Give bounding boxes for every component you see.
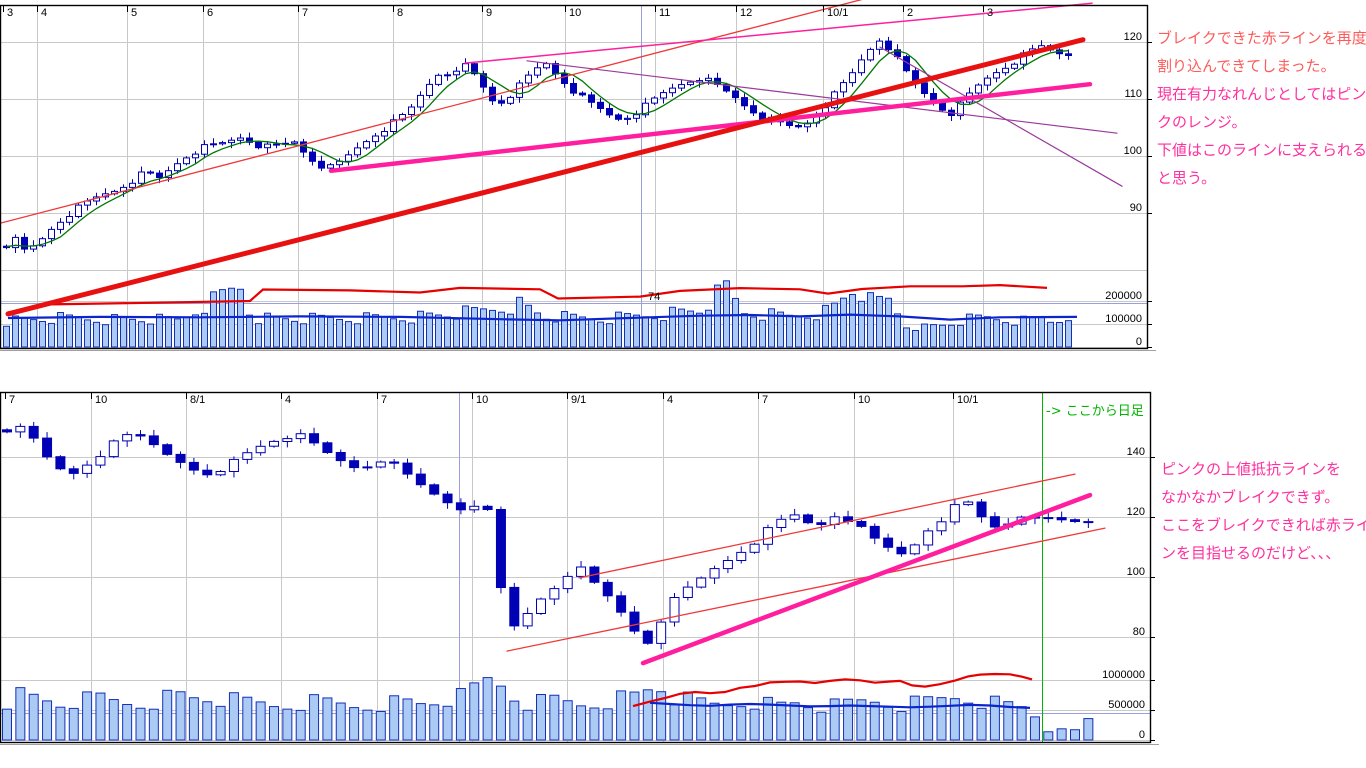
x-tick-label: 12 — [740, 7, 752, 19]
annotation-line: ンを目指せるのだけど、、、 — [1161, 544, 1341, 562]
volume-ma-lines — [632, 672, 1033, 709]
grid-layer — [0, 5, 1147, 348]
price-tick-label: 110 — [1124, 88, 1142, 100]
trend-line — [5, 37, 1086, 317]
volume-ma-lines — [7, 283, 1078, 322]
axis-layer: 7 10 8/1 4 7 10 9/1 4 7 10 10/1 140 120 100 80 1000000 5… — [0, 391, 1159, 745]
volume-ma-blue — [7, 313, 1078, 322]
annotation-line: 下値はこのラインに支えられる — [1157, 141, 1366, 159]
x-tick-label: 10/1 — [957, 394, 978, 406]
price-tick-label: 120 — [1124, 31, 1142, 43]
annotation-line: ピンクの上値抵抗ラインを — [1161, 460, 1342, 478]
x-tick-label: 5 — [131, 7, 137, 19]
x-tick-label: 7 — [762, 394, 768, 406]
price-tick-label: 90 — [1130, 202, 1142, 214]
annotation-line: ブレイクできた赤ラインを再度 — [1157, 29, 1366, 47]
x-tick-label: 8 — [397, 7, 403, 19]
volume-ma-red — [7, 283, 1048, 314]
x-tick-label: 4 — [41, 7, 47, 19]
marker-lines-layer — [0, 392, 1150, 742]
price-tick-label: 100 — [1124, 145, 1142, 157]
volume-bars — [3, 280, 1072, 348]
weekly-chart: 3 4 5 6 7 8 9 10 11 12 10/1 2 3 120 110 100 90 200000 1000… — [0, 0, 1156, 351]
marker-line-label: 74 — [648, 291, 660, 303]
marker-lines-layer — [0, 5, 1147, 348]
trendlines-layer — [506, 473, 1106, 666]
annotation-line: なかなかブレイクできず。 — [1161, 488, 1340, 506]
x-tick-label: 11 — [659, 7, 670, 19]
weekly-chart-annotation: ブレイクできた赤ラインを再度 割り込んできてしまった。 現在有力なれんじとしては… — [1157, 24, 1366, 192]
x-tick-label: 7 — [9, 394, 15, 406]
annotation-line: クのレンジ。 — [1157, 113, 1247, 131]
annotation-line: 現在有力なれんじとしてはピン — [1157, 85, 1366, 103]
x-tick-label: 4 — [667, 394, 673, 406]
price-tick-label: 100 — [1127, 566, 1145, 578]
axis-layer: 3 4 5 6 7 8 9 10 11 12 10/1 2 3 120 110 100 90 200000 1000… — [0, 4, 1156, 351]
x-tick-label: 10 — [858, 394, 870, 406]
x-tick-label: 4 — [285, 394, 291, 406]
volume-ma-red — [632, 672, 1033, 708]
x-tick-label: 2 — [907, 7, 913, 19]
daily-bars-start-note: -> ここから日足 — [1046, 404, 1144, 419]
volume-tick-label: 0 — [1136, 336, 1142, 348]
price-tick-label: 80 — [1133, 626, 1145, 638]
volume-tick-label: 1000000 — [1102, 669, 1145, 681]
price-tick-label: 140 — [1127, 446, 1145, 458]
x-tick-label: 10 — [569, 7, 581, 19]
x-tick-label: 7 — [381, 394, 387, 406]
x-tick-label: 10 — [476, 394, 488, 406]
annotation-line: 割り込んできてしまった。 — [1157, 57, 1336, 75]
x-tick-label: 7 — [302, 7, 308, 19]
volume-tick-label: 100000 — [1105, 313, 1142, 325]
trend-line — [578, 473, 1076, 579]
x-tick-label: 9/1 — [571, 394, 586, 406]
volume-tick-label: 500000 — [1108, 699, 1145, 711]
x-tick-label: 8/1 — [190, 394, 205, 406]
x-tick-label: 10 — [95, 394, 107, 406]
trendlines-layer — [0, 0, 1123, 317]
volume-tick-label: 0 — [1139, 729, 1145, 741]
candles-layer — [2, 421, 1094, 650]
trend-line — [0, 0, 863, 224]
trend-line — [464, 2, 1093, 64]
trend-line — [506, 527, 1106, 652]
annotation-line: ここをブレイクできれば赤ライ — [1161, 516, 1366, 534]
trend-line — [640, 492, 1093, 666]
annotation-line: と思う。 — [1157, 169, 1217, 187]
price-ma-line — [6, 50, 1069, 248]
daily-chart: 7 10 8/1 4 7 10 9/1 4 7 10 10/1 140 120 100 80 1000000 5… — [0, 391, 1159, 745]
trend-line — [328, 81, 1093, 174]
grid-layer — [0, 392, 1150, 742]
price-tick-label: 120 — [1127, 506, 1145, 518]
trend-line — [879, 46, 1123, 187]
volume-ma-blue — [649, 701, 1031, 709]
x-tick-label: 3 — [7, 7, 13, 19]
volume-bars — [2, 677, 1094, 741]
x-tick-label: 3 — [987, 7, 993, 19]
x-tick-label: 6 — [207, 7, 213, 19]
trend-line — [526, 60, 1118, 134]
daily-chart-annotation: ピンクの上値抵抗ラインを なかなかブレイクできず。 ここをブレイクできれば赤ライ… — [1161, 455, 1366, 567]
volume-tick-label: 200000 — [1105, 290, 1142, 302]
x-tick-label: 10/1 — [827, 7, 848, 19]
x-tick-label: 9 — [486, 7, 492, 19]
